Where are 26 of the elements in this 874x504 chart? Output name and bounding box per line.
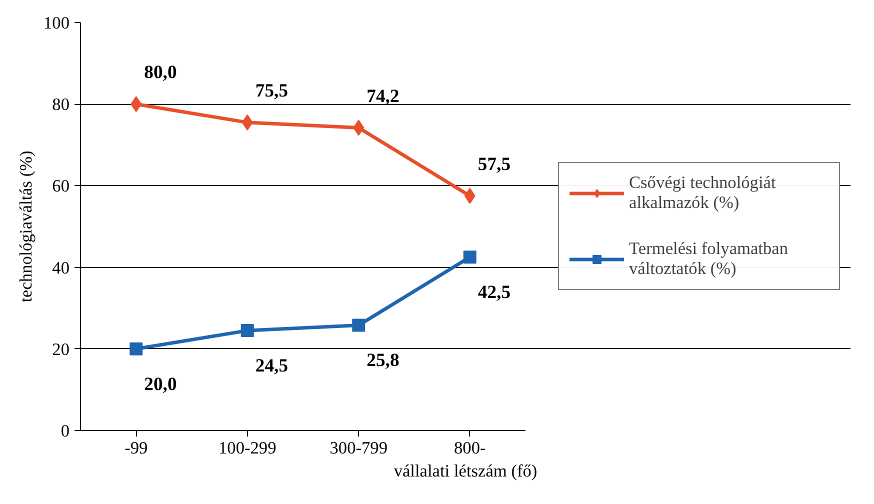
data-label: 20,0	[144, 374, 177, 395]
y-tick-label: 100	[44, 14, 70, 32]
y-tick-label: 20	[52, 340, 70, 359]
point	[463, 250, 476, 264]
y-tick-label: 80	[52, 95, 70, 114]
data-label: 74,2	[366, 86, 400, 107]
data-label: 24,5	[255, 356, 288, 377]
y-tick-label: 60	[52, 176, 70, 196]
x-axis-title: vállalati létszám (fő)	[394, 462, 538, 480]
legend-label: Termelési folyamatban változtatók (%)	[629, 239, 790, 279]
point	[130, 342, 143, 356]
x-tick-label: 800-	[454, 438, 486, 458]
y-tick-label: 0	[60, 422, 70, 440]
legend-label: Csővégi technológiát alkalmazók (%)	[629, 173, 777, 213]
x-tick-label: 300-799	[330, 438, 388, 458]
y-tick-label: 40	[52, 258, 70, 278]
data-label: 80,0	[144, 62, 177, 84]
data-label: 75,5	[255, 80, 288, 102]
x-tick-label: -99	[124, 438, 148, 458]
data-label: 42,5	[478, 282, 511, 304]
point	[240, 324, 254, 338]
x-tick-label: 100-299	[218, 438, 276, 458]
point	[352, 318, 366, 332]
data-label: 25,8	[366, 350, 400, 372]
y-axis-title: technológiaváltás (%)	[16, 150, 36, 302]
data-label: 57,5	[478, 154, 511, 175]
